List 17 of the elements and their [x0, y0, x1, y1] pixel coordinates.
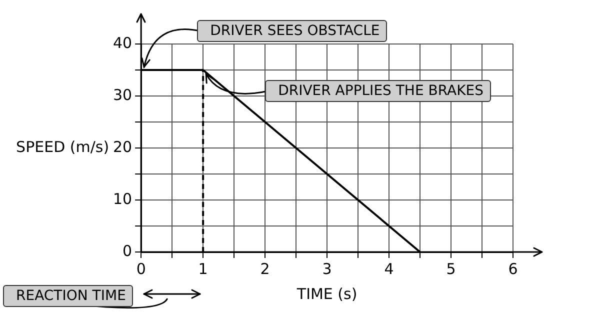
text: REACTION TIME: [3, 285, 133, 307]
y-tick-label: 30: [112, 86, 132, 104]
x-tick-label: 1: [198, 260, 208, 278]
x-tick-label: 4: [384, 260, 394, 278]
y-axis-title: SPEED (m/s): [16, 138, 110, 156]
y-tick-label: 10: [112, 190, 132, 208]
x-axis-title: TIME (s): [296, 284, 358, 303]
annotation: DRIVER SEES OBSTACLE: [197, 20, 387, 42]
y-tick-label: 0: [122, 242, 132, 260]
annotation: DRIVER APPLIES THE BRAKES: [265, 80, 491, 102]
y-tick-label: 20: [112, 138, 132, 156]
y-tick-label: 40: [112, 34, 132, 52]
x-tick-label: 2: [260, 260, 270, 278]
x-tick-label: 0: [136, 260, 146, 278]
x-tick-label: 6: [508, 260, 518, 278]
x-tick-label: 3: [322, 260, 332, 278]
x-tick-label: 5: [446, 260, 456, 278]
